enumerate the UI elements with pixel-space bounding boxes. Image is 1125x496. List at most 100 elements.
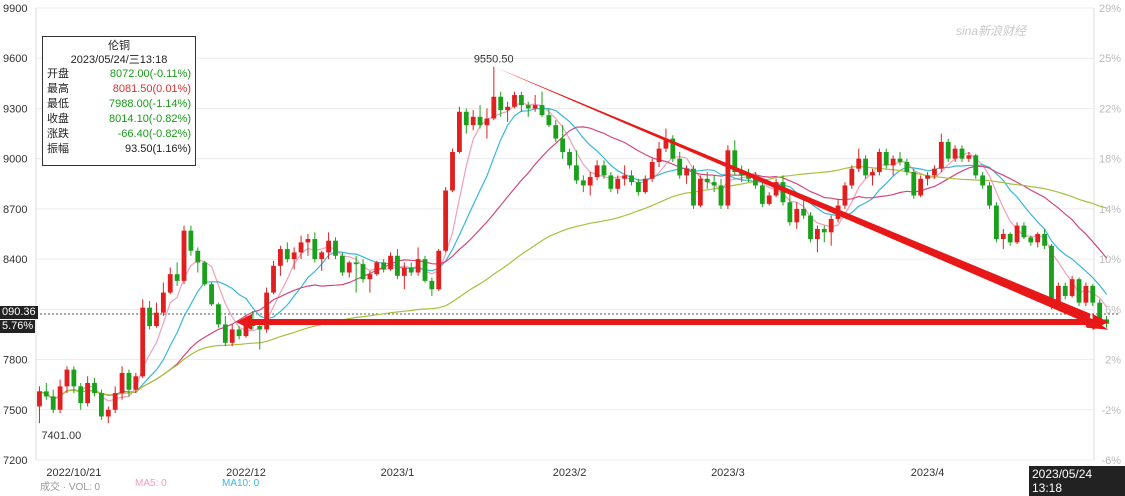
candle-body [202, 262, 208, 285]
candle-body [333, 240, 338, 256]
price-tick-label: 7200 [3, 455, 27, 467]
candle-body [718, 185, 724, 206]
candle-body [277, 249, 283, 266]
candle-body [753, 178, 758, 186]
candle-body [525, 105, 531, 109]
candle-body [443, 190, 449, 251]
support-arrowhead-left [236, 314, 252, 330]
candle-body [697, 178, 703, 206]
candle-body [601, 165, 607, 176]
candle-body [512, 95, 517, 107]
candle-body [1028, 237, 1034, 243]
pct-tick-label: 22% [1099, 103, 1121, 115]
candle-body [856, 158, 862, 169]
date-tick-label: 2023/2 [553, 467, 587, 479]
candle-body [560, 138, 566, 152]
crosshair-price-label: 090.36 [0, 306, 38, 319]
pct-tick-label: -2% [1101, 405, 1121, 417]
candle-body [98, 393, 104, 417]
candle-body [546, 115, 552, 126]
candle-body [305, 239, 311, 243]
candle-body [43, 391, 49, 397]
candle-body [787, 202, 793, 223]
candle-body [346, 262, 352, 273]
info-label: 振幅 [47, 143, 69, 155]
candle-body [677, 158, 683, 176]
candle-body [594, 165, 600, 178]
info-value: 93.50(1.16%) [124, 143, 191, 155]
info-label: 最低 [47, 98, 69, 110]
candle-body [987, 185, 992, 206]
candle-body [50, 396, 56, 410]
support-arrow-shaft [246, 319, 1099, 325]
candle-body [580, 180, 586, 186]
candle-body [615, 178, 621, 189]
price-tick-label: 8400 [3, 254, 27, 266]
candle-body [704, 178, 710, 183]
ma10-line [39, 107, 1108, 400]
date-tick-label: 2023/3 [711, 467, 745, 479]
candle-body [828, 218, 834, 233]
candle-body [656, 148, 662, 163]
candle-body [160, 292, 166, 313]
candle-body [1021, 225, 1027, 238]
pct-tick-label: 10% [1099, 254, 1121, 266]
candle-body [952, 148, 958, 159]
percent-axis: -6% -2% 2% 6% 10% 14% 18% 22% 25% 29% [1099, 3, 1121, 467]
candle-body [1042, 234, 1048, 246]
ma5-legend: MA5: 0 [135, 478, 167, 489]
candle-body [264, 292, 270, 330]
candle-body [801, 208, 807, 216]
candle-body [973, 155, 979, 176]
candle-body [422, 259, 428, 281]
trend-annotations: 9550.50 7401.00 [41, 54, 1109, 442]
info-row: 最高 8081.50(0.01%) [47, 82, 191, 97]
pct-tick-label: 14% [1099, 204, 1121, 216]
candle-body [491, 96, 497, 119]
candle-body [498, 96, 504, 111]
candle-body [209, 284, 214, 305]
candle-body [821, 228, 827, 233]
candle-body [649, 162, 655, 179]
candle-body [587, 177, 593, 186]
candle-body [408, 267, 414, 273]
candle-body [808, 215, 813, 240]
candle-body [229, 329, 235, 343]
candle-body [746, 175, 751, 179]
candle-body [1062, 285, 1068, 296]
candle-body [140, 307, 146, 377]
info-datetime: 2023/05/24/三13:18 [70, 54, 168, 66]
candle-body [470, 116, 476, 126]
candle-body [105, 409, 111, 417]
pct-tick-label: -6% [1101, 455, 1121, 467]
candle-body [57, 386, 63, 410]
info-value: -66.40(-0.82%) [117, 128, 191, 140]
candle-body [216, 304, 221, 325]
candle-body [780, 182, 786, 203]
info-row: 开盘 8072.00(-0.11%) [47, 67, 191, 82]
candle-body [897, 158, 903, 163]
candle-body [629, 175, 634, 183]
candle-body [959, 148, 965, 159]
candle-body [911, 172, 917, 196]
candle-body [429, 280, 435, 290]
candle-body [477, 116, 483, 126]
vol-legend: 成交 · VOL: 0 [40, 482, 101, 493]
candle-body [222, 324, 228, 343]
candle-body [195, 250, 201, 263]
candle-body [1069, 279, 1075, 296]
candle-body [271, 265, 276, 293]
pct-tick-label: 29% [1099, 3, 1121, 15]
info-value: 7988.00(-1.14%) [109, 98, 191, 110]
candle-body [126, 372, 132, 390]
candle-body [319, 252, 325, 260]
candle-body [574, 165, 579, 181]
support-arrowhead-right [1092, 314, 1109, 330]
candle-body [518, 95, 524, 106]
downtrend-arrow-shaft [495, 67, 1091, 324]
candle-body [904, 162, 910, 173]
candle-body [85, 382, 91, 404]
candle-body [759, 185, 765, 204]
candle-body [642, 178, 648, 193]
candle-body [395, 255, 400, 276]
